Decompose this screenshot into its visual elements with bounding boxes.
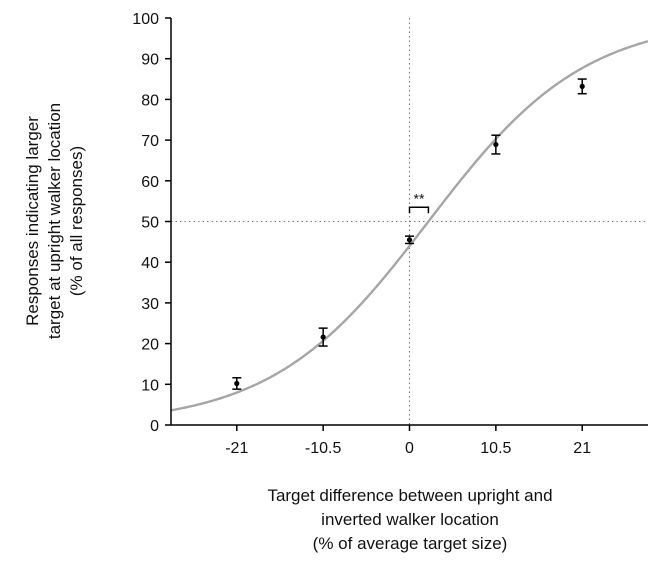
- y-tick-label: 100: [132, 11, 159, 28]
- y-axis-title-line-2: target at upright walker location: [45, 103, 64, 339]
- y-tick-label: 0: [150, 418, 159, 435]
- x-tick-label: 21: [573, 440, 591, 457]
- x-tick-label: -10.5: [305, 440, 342, 457]
- x-tick-label: 10.5: [480, 440, 511, 457]
- y-axis-title: Responses indicating larger target at up…: [23, 103, 86, 339]
- y-tick-label: 20: [141, 337, 159, 354]
- significance-marker: **: [408, 190, 430, 214]
- y-tick-label: 50: [141, 215, 159, 232]
- y-tick-label: 30: [141, 296, 159, 313]
- significance-label: **: [414, 190, 425, 206]
- y-tick-label: 60: [141, 174, 159, 191]
- significance-bracket: [408, 206, 430, 214]
- x-axis-title-line-2: inverted walker location: [321, 510, 499, 529]
- y-tick-label: 10: [141, 377, 159, 394]
- x-axis-title-line-1: Target difference between upright and: [267, 486, 552, 505]
- data-point: [234, 380, 240, 387]
- y-axis-title-line-1: Responses indicating larger: [23, 116, 42, 326]
- y-tick-label: 40: [141, 255, 159, 272]
- gridlines: [171, 18, 648, 425]
- data-point: [320, 334, 326, 340]
- x-axis-title-line-3: (% of average target size): [313, 534, 508, 553]
- y-tick-label: 80: [141, 92, 159, 109]
- y-axis-title-line-3: (% of all responses): [67, 146, 86, 296]
- x-tick-label: 0: [405, 440, 414, 457]
- y-ticks: 0 10 20 30 40 50 60 70 80 90 100: [132, 11, 171, 435]
- x-ticks: -21 -10.5 0 10.5 21: [225, 425, 591, 457]
- fit-curve-layer: [170, 40, 648, 412]
- x-tick-label: -21: [225, 440, 248, 457]
- y-tick-label: 70: [141, 133, 159, 150]
- data-point: [406, 237, 413, 243]
- data-points: [232, 78, 587, 390]
- fit-curve: [170, 40, 648, 412]
- y-tick-label: 90: [141, 52, 159, 69]
- data-point: [579, 83, 585, 89]
- data-point: [493, 141, 499, 148]
